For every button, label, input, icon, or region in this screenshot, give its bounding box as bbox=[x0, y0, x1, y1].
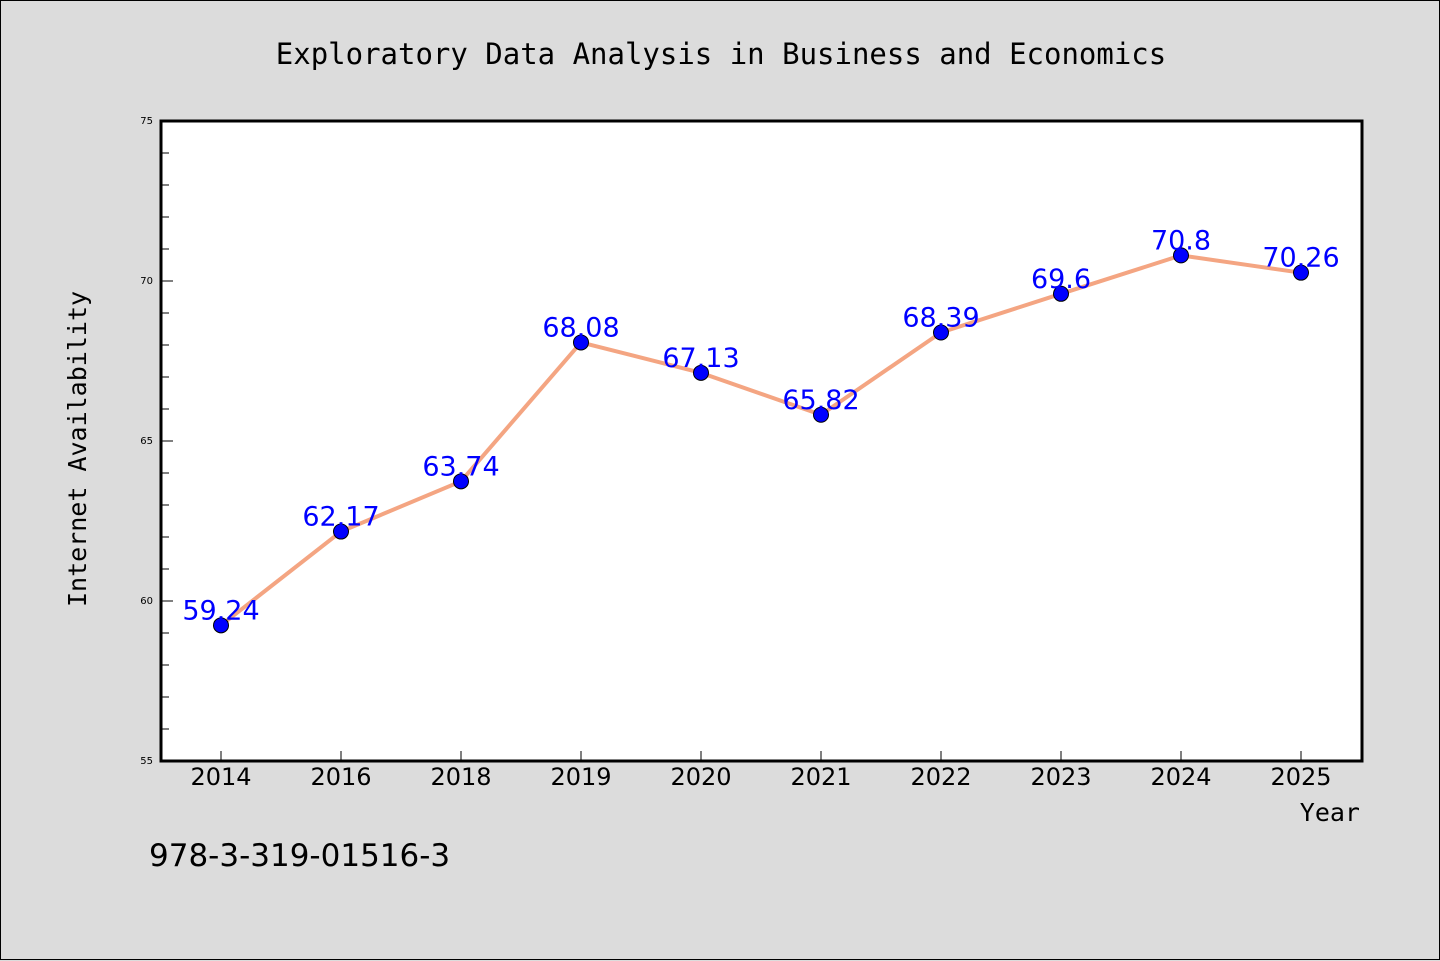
x-tick-label: 2014 bbox=[190, 763, 251, 791]
isbn-annotation: 978-3-319-01516-3 bbox=[149, 838, 450, 874]
x-axis: 2014 2016 2018 2019 2020 2021 2022 2023 2024 2025 bbox=[190, 751, 1332, 791]
y-tick-label: 75 bbox=[140, 116, 153, 127]
data-label: 59.24 bbox=[182, 595, 259, 626]
x-tick-label: 2024 bbox=[1150, 763, 1211, 791]
data-point-marker bbox=[333, 523, 349, 540]
x-axis-label: Year bbox=[1300, 798, 1360, 827]
data-label: 70.8 bbox=[1151, 225, 1211, 256]
y-tick-label: 65 bbox=[140, 436, 153, 447]
data-label: 68.39 bbox=[902, 303, 979, 334]
data-point-marker bbox=[813, 406, 829, 423]
chart-title: Exploratory Data Analysis in Business an… bbox=[276, 37, 1166, 71]
data-point-marker bbox=[1173, 247, 1189, 264]
x-tick-label: 2025 bbox=[1270, 763, 1331, 791]
data-label: 67.13 bbox=[662, 343, 739, 374]
x-tick-label: 2021 bbox=[790, 763, 851, 791]
series-group: 59.24 62.17 63.74 68.08 67.13 65.82 68.39 69.6 7… bbox=[182, 225, 1340, 634]
data-point-marker bbox=[693, 364, 709, 381]
data-label: 70.26 bbox=[1262, 243, 1339, 274]
x-tick-label: 2019 bbox=[550, 763, 611, 791]
x-tick-label: 2016 bbox=[310, 763, 371, 791]
data-label: 69.6 bbox=[1031, 264, 1091, 295]
y-tick-label: 55 bbox=[140, 756, 153, 767]
data-label: 62.17 bbox=[302, 502, 379, 533]
data-label: 65.82 bbox=[782, 385, 859, 416]
data-label: 63.74 bbox=[422, 451, 499, 482]
y-tick-label: 70 bbox=[140, 276, 153, 287]
x-tick-label: 2022 bbox=[910, 763, 971, 791]
data-label: 68.08 bbox=[542, 312, 619, 343]
y-axis: 55 60 65 70 75 bbox=[140, 116, 173, 767]
data-point-marker bbox=[1293, 264, 1309, 281]
x-tick-label: 2020 bbox=[670, 763, 731, 791]
data-point-marker bbox=[1053, 285, 1069, 302]
x-tick-label: 2018 bbox=[430, 763, 491, 791]
y-tick-label: 60 bbox=[140, 596, 153, 607]
data-point-marker bbox=[933, 324, 949, 341]
x-tick-label: 2023 bbox=[1030, 763, 1091, 791]
plot-area bbox=[159, 119, 1364, 763]
y-axis-label: Internet Availability bbox=[63, 291, 92, 607]
data-point-marker bbox=[213, 617, 229, 634]
data-point-marker bbox=[573, 334, 589, 351]
data-point-marker bbox=[453, 473, 469, 490]
series-line bbox=[219, 253, 1302, 627]
